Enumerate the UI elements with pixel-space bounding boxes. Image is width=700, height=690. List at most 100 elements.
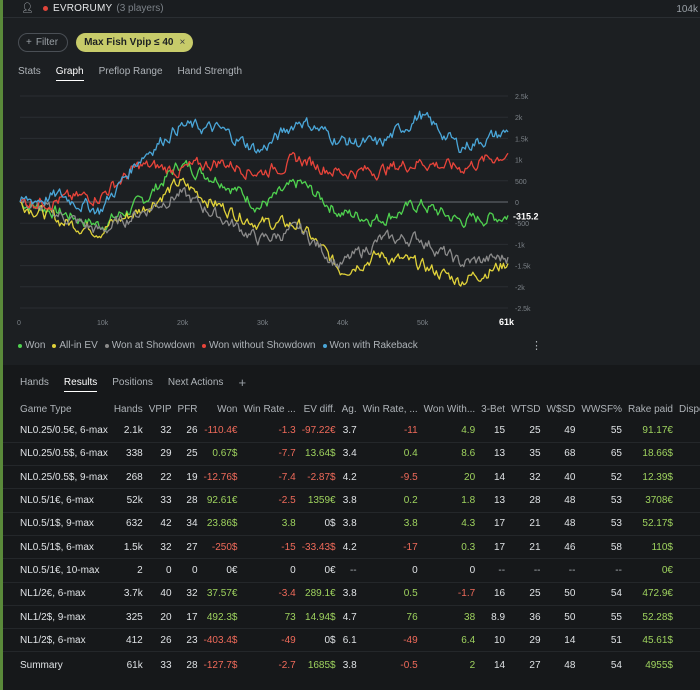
table-cell: 0	[240, 558, 299, 583]
column-header[interactable]: Won	[217, 403, 238, 415]
table-cell: -2.87$	[298, 465, 339, 490]
table-cell: 10.26	[676, 582, 700, 606]
add-filter-button[interactable]: + Filter	[18, 33, 69, 52]
table-cell: 91.17€	[624, 419, 676, 443]
column-header[interactable]: Won With...	[423, 403, 476, 415]
user-icon: 👤︎	[21, 2, 34, 14]
table-cell: NL0.5/1$, 6-max	[3, 535, 111, 560]
close-icon[interactable]: ×	[179, 37, 186, 48]
table-cell: 33	[145, 651, 175, 678]
table-cell: 3708€	[624, 488, 676, 513]
legend-item-won-without-showdown[interactable]: Won without Showdown	[201, 340, 316, 351]
table-cell: 9.25	[676, 488, 700, 513]
table-header: Game Type Hands VPIP PFR Won Win Rate ... EV d…	[3, 399, 700, 419]
tab-graph[interactable]: Graph	[55, 66, 84, 81]
column-header[interactable]: 3-Bet	[481, 403, 506, 415]
table-cell: 76	[359, 605, 421, 630]
table-cell: 21	[508, 535, 544, 560]
table-cell: 17	[478, 512, 509, 536]
column-header[interactable]: Ag.	[341, 403, 357, 415]
table-row[interactable]: NL1/2$, 9-max 325 20 17 492.3$ 73 14.94$ 4.7 76 3…	[3, 605, 700, 630]
column-header[interactable]: Dispersio...	[679, 403, 700, 415]
table-row[interactable]: NL0.25/0.5$, 9-max 268 22 19 -12.76$ -7.4 -2.8…	[3, 465, 700, 490]
table-cell: 21	[508, 512, 544, 536]
tab-hands[interactable]: Hands	[20, 377, 49, 388]
column-header[interactable]: Rake paid	[627, 403, 673, 415]
table-cell: 17	[478, 535, 509, 560]
table-cell: 3.7	[338, 419, 360, 443]
y-tick-label: 2.5k	[515, 94, 529, 101]
table-cell: 6.86	[676, 512, 700, 536]
table-cell: -9.5	[359, 465, 421, 490]
column-header[interactable]: WWSF%	[581, 403, 622, 415]
table-cell: 19	[174, 465, 201, 490]
table-cell: 42	[145, 512, 175, 536]
table-cell: 14	[478, 465, 509, 490]
tab-results[interactable]: Results	[63, 377, 98, 392]
players-count: (3 players)	[116, 3, 164, 14]
table-cell: 13	[478, 488, 509, 513]
table-cell: 38	[420, 605, 479, 630]
table-cell: 49	[543, 419, 579, 443]
column-header[interactable]: Win Rate, ...	[362, 403, 418, 415]
legend-item-won-with-rakeback[interactable]: Won with Rakeback	[322, 340, 418, 351]
table-cell: -403.4$	[200, 628, 241, 653]
column-header[interactable]: Win Rate ...	[243, 403, 296, 415]
table-cell: -2.7	[240, 651, 299, 678]
tab-stats[interactable]: Stats	[18, 66, 41, 77]
y-tick-label: 1.5k	[515, 136, 529, 143]
tab-hand-strength[interactable]: Hand Strength	[177, 66, 243, 77]
y-tick-label: -1k	[515, 242, 525, 249]
table-row[interactable]: NL0.5/1$, 6-max 1.5k 32 27 -250$ -15 -33.43$ 4.…	[3, 535, 700, 560]
legend-item-won[interactable]: Won	[18, 340, 45, 351]
table-row[interactable]: NL0.25/0.5€, 6-max 2.1k 32 26 -110.4€ -1.3 -97…	[3, 419, 700, 443]
player-name[interactable]: EVRORUMY	[53, 3, 113, 14]
results-graph[interactable]: 2.5k 2k 1.5k 1k 500 0 -500 -1k -1.5k -2k -2.5k 0 10k…	[3, 86, 700, 336]
table-row[interactable]: NL0.5/1€, 6-max 52k 33 28 92.61€ -2.5 1359€ 3.8…	[3, 488, 700, 513]
table-cell: 18.66$	[624, 442, 676, 467]
y-tick-label: -500	[515, 221, 529, 228]
table-cell: --	[543, 558, 579, 583]
table-row[interactable]: NL0.25/0.5$, 6-max 338 29 25 0.67$ -7.7 13.64$…	[3, 442, 700, 467]
table-cell: -1.3	[240, 419, 299, 443]
column-header[interactable]: EV diff.	[303, 403, 336, 415]
table-cell: 32	[145, 535, 175, 560]
table-row[interactable]: NL0.5/1$, 9-max 632 42 34 23.86$ 3.8 0$ 3.8 3.8 4…	[3, 512, 700, 536]
column-header[interactable]: W$SD	[546, 403, 576, 415]
add-tab-icon[interactable]: +	[238, 375, 247, 390]
table-cell: 45.61$	[624, 628, 676, 653]
summary-row[interactable]: Summary 61k 33 28 -127.7$ -2.7 1685$ 3.8 -0.5 2 14…	[3, 651, 700, 678]
column-header[interactable]: VPIP	[148, 403, 172, 415]
table-cell: NL1/2€, 6-max	[3, 582, 111, 606]
table-row[interactable]: NL1/2$, 6-max 412 26 23 -403.4$ -49 0$ 6.1 -49 6.…	[3, 628, 700, 653]
tab-preflop-range[interactable]: Preflop Range	[98, 66, 163, 77]
table-cell: 0	[420, 558, 479, 583]
column-header[interactable]: Hands	[113, 403, 143, 415]
table-cell: 54	[578, 651, 625, 678]
table-cell: 325	[110, 605, 146, 630]
column-header[interactable]: Game Type	[20, 403, 72, 415]
results-panel: Hands Results Positions Next Actions + G…	[3, 365, 700, 690]
series-line	[19, 151, 509, 211]
column-header[interactable]: PFR	[177, 403, 198, 415]
table-row[interactable]: NL1/2€, 6-max 3.7k 40 32 37.57€ -3.4 289.1€ 3.8…	[3, 582, 700, 606]
tab-next-actions[interactable]: Next Actions	[167, 377, 224, 388]
table-cell: 3.8	[338, 488, 360, 513]
table-cell: 27	[174, 535, 201, 560]
chart-legend: Won All-in EV Won at Showdown Won withou…	[18, 340, 418, 351]
table-cell: -2.5	[240, 488, 299, 513]
table-cell: 52k	[110, 488, 146, 513]
legend-item-all-in-ev[interactable]: All-in EV	[52, 340, 98, 351]
column-header[interactable]: WTSD	[511, 403, 541, 415]
more-options-icon[interactable]: ⋮	[531, 340, 542, 352]
table-cell: 14.94$	[298, 605, 339, 630]
table-cell: 2	[420, 651, 479, 678]
legend-item-won-at-showdown[interactable]: Won at Showdown	[104, 340, 195, 351]
filter-chip[interactable]: Max Fish Vpip ≤ 40 ×	[76, 33, 194, 52]
tab-positions[interactable]: Positions	[112, 377, 153, 388]
table-cell: 0	[676, 558, 700, 583]
table-cell: 10	[478, 628, 509, 653]
table-cell: 25	[174, 442, 201, 467]
table-cell: 4.7	[338, 605, 360, 630]
